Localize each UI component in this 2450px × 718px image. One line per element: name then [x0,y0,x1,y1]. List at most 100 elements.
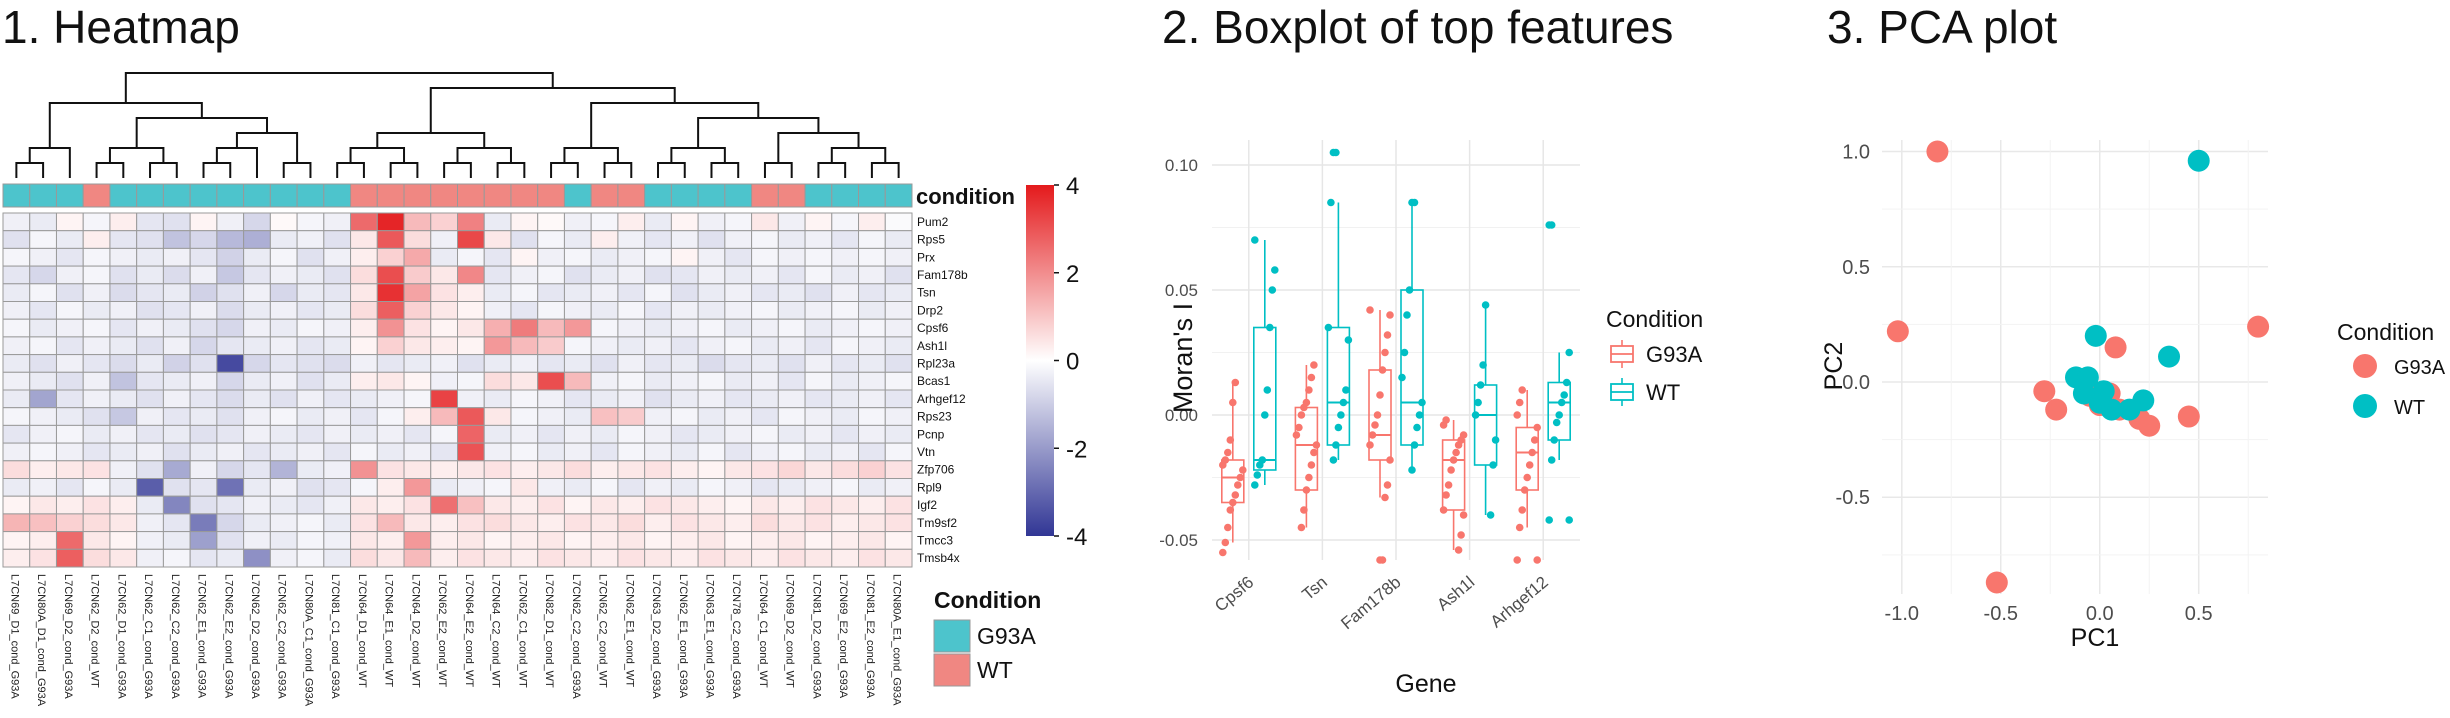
gene-label: Vtn [917,445,935,459]
heatmap-cell [751,548,779,568]
heatmap-cell [189,548,218,568]
boxplot-point [1366,306,1374,314]
heatmap-cell [510,548,539,568]
heatmap-cell [296,230,325,249]
gene-label: Prx [917,250,935,264]
heatmap-cell [884,283,913,302]
heatmap-cell [510,354,539,373]
heatmap-cell [55,247,84,267]
dendrogram-branch [95,162,125,178]
boxplot-chart: 0.10 0.05 0.00 -0.05 Cpsf6 Tsn Fam178b Ash1l Ar… [1159,140,1703,698]
heatmap-cell [884,424,913,444]
heatmap-cell [136,460,164,479]
heatmap-cell [644,531,672,550]
boxplot-point [1491,436,1500,444]
heatmap-cell [831,513,860,533]
heatmap-cell [590,407,619,426]
heatmap-cell [430,283,459,302]
heatmap-cell [136,212,164,232]
heatmap-cell [216,548,245,568]
heatmap-cell [376,460,405,479]
heatmap-cell [2,424,31,444]
boxplot-point [1268,286,1277,294]
heatmap-cell [457,389,485,409]
heatmap-cell [430,371,459,391]
gene-label: Zfp706 [917,463,955,477]
heatmap-cell [483,460,512,479]
boxplot-point [1229,398,1237,407]
legend-label: WT [977,657,1013,683]
boxplot-point [1334,423,1343,432]
heatmap-cell [751,371,779,391]
heatmap-cell [563,548,592,568]
pca-chart: -1.0 -0.5 0.0 0.5 1.0 0.5 0.0 -0.5 PC1 PC2 Cond… [1820,140,2446,652]
boxplot-point [1221,456,1230,464]
boxplot-box [1547,381,1571,441]
sample-label: L7CN69_D2_cond_WT [784,574,796,688]
boxplot-point [1439,506,1448,514]
heatmap-cell [858,407,886,426]
sample-label: L7CN81_D2_cond_G93A [810,574,822,699]
heatmap-cell [2,513,31,533]
boxplot-point [1251,481,1259,489]
heatmap-cell [323,318,352,338]
pca-y-axis-label: PC2 [1820,342,1848,391]
heatmap-cell [29,424,57,444]
heatmap-cell [884,389,913,409]
heatmap-cell [376,354,405,373]
heatmap-cell [109,301,138,320]
heatmap-cell [109,336,138,356]
sample-label: L7CN80A_E1_cond_G93A [891,574,903,706]
boxplot-x-ticks: Cpsf6 Tsn Fam178b Ash1l Arhgef12 [1211,573,1552,634]
heatmap-cell [884,336,913,356]
sample-label: L7CN64_C1_cond_WT [757,574,769,688]
heatmap-cell [403,531,432,550]
legend-swatch [933,619,971,653]
gene-label: Pum2 [917,215,949,229]
colorbar-bar [1026,185,1054,536]
heatmap-cell [483,531,512,550]
heatmap-cell [457,247,485,267]
heatmap-cell [697,336,726,356]
heatmap-cell [510,336,539,356]
heatmap-cell [563,283,592,302]
heatmap-cell [296,478,325,497]
heatmap-cell [269,478,298,497]
heatmap-cell [777,548,806,568]
heatmap-cell [670,265,699,285]
heatmap-cell [858,424,886,444]
heatmap-cell [697,548,726,568]
condition-cell [296,183,325,208]
boxplot-point [1486,511,1495,519]
boxplot-point [1342,386,1350,394]
heatmap-cell [777,283,806,302]
heatmap-cell [884,265,913,285]
dendrogram-branch [48,102,203,148]
sample-label: L7CN64_D1_cond_WT [356,574,368,688]
heatmap-cell [483,354,512,373]
heatmap-cell [2,548,31,568]
boxplot-point [1513,556,1521,564]
heatmap-cell [82,301,111,320]
heatmap-cell [537,265,565,285]
heatmap-cell [510,495,539,515]
heatmap-cell [216,354,245,373]
heatmap-cell [136,247,164,267]
heatmap-cell [831,230,860,249]
heatmap-cell [858,247,886,267]
heatmap-cell [858,548,886,568]
heatmap-cell [136,265,164,285]
heatmap-cell [269,513,298,533]
heatmap-cell [269,389,298,409]
boxplot-point [1312,441,1321,449]
heatmap-cell [430,336,459,356]
heatmap-cell [858,301,886,320]
boxplot-point [1381,348,1389,357]
heatmap-cell [296,212,325,232]
boxplot-point [1221,538,1230,547]
heatmap-cell [537,230,565,249]
boxplot-point [1386,311,1394,319]
heatmap-cell [644,247,672,267]
heatmap-cell [216,478,245,497]
boxplot-point [1302,486,1311,494]
